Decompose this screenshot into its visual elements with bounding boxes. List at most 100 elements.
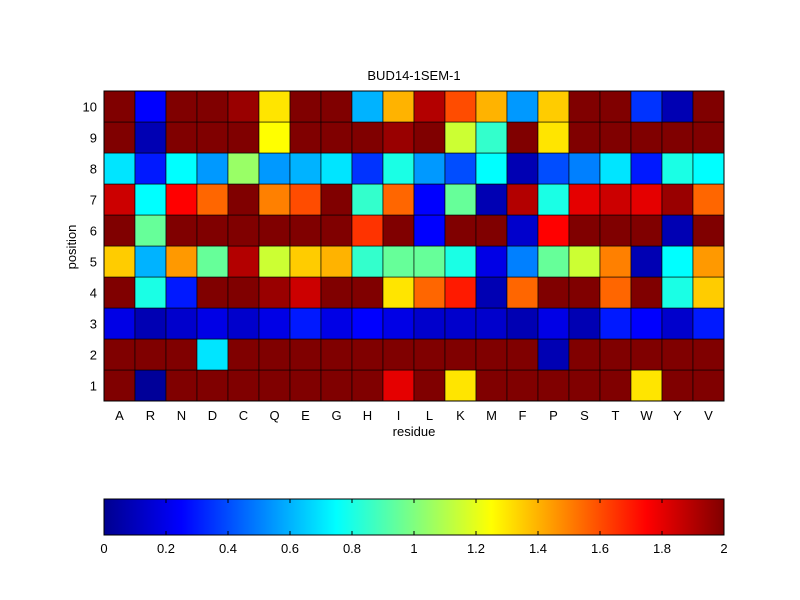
heatmap-cell-N-3 (165, 307, 198, 340)
heatmap-cell-Q-3 (258, 307, 291, 340)
heatmap-cell-E-6 (289, 214, 322, 247)
heatmap-cell-H-10 (351, 90, 384, 123)
heatmap-cell-Y-10 (661, 90, 694, 123)
heatmap-cell-P-4 (537, 276, 570, 309)
heatmap-cell-Y-8 (661, 152, 694, 185)
heatmap-cell-V-3 (692, 307, 725, 340)
heatmap-cell-A-7 (103, 183, 136, 216)
heatmap-cell-S-7 (568, 183, 601, 216)
heatmap-cell-L-7 (413, 183, 446, 216)
heatmap-cell-M-9 (475, 121, 508, 154)
heatmap-cell-K-5 (444, 245, 477, 278)
y-tick-label: 5 (90, 255, 97, 270)
heatmap-cell-I-8 (382, 152, 415, 185)
heatmap-cell-G-2 (320, 338, 353, 371)
colorbar-tick-label: 1.6 (591, 541, 609, 556)
heatmap-cell-Q-7 (258, 183, 291, 216)
x-tick-label: V (704, 408, 713, 423)
heatmap-cell-N-2 (165, 338, 198, 371)
heatmap-cell-F-5 (506, 245, 539, 278)
heatmap-cell-Y-7 (661, 183, 694, 216)
heatmap-cell-R-8 (134, 152, 167, 185)
heatmap-cell-R-5 (134, 245, 167, 278)
heatmap-cell-N-4 (165, 276, 198, 309)
heatmap-cell-N-8 (165, 152, 198, 185)
heatmap-cell-S-9 (568, 121, 601, 154)
heatmap-cell-E-2 (289, 338, 322, 371)
x-tick-label: N (177, 408, 186, 423)
heatmap-cell-D-2 (196, 338, 229, 371)
heatmap-cell-Q-6 (258, 214, 291, 247)
colorbar-tick-label: 1 (410, 541, 417, 556)
colorbar-tick-labels: 0 0.2 0.4 0.6 0.8 1 1.2 1.4 1.6 1.8 2 (100, 499, 728, 556)
heatmap-cell-F-10 (506, 90, 539, 123)
colorbar-tick-label: 1.8 (653, 541, 671, 556)
heatmap-cell-E-1 (289, 369, 322, 402)
heatmap-cell-F-4 (506, 276, 539, 309)
heatmap-cell-T-4 (599, 276, 632, 309)
heatmap-cell-F-6 (506, 214, 539, 247)
heatmap-cell-G-1 (320, 369, 353, 402)
heatmap-cell-P-10 (537, 90, 570, 123)
heatmap-cell-S-6 (568, 214, 601, 247)
heatmap-cell-S-8 (568, 152, 601, 185)
heatmap-cell-T-8 (599, 152, 632, 185)
x-tick-label: S (580, 408, 589, 423)
colorbar-tick-label: 1.2 (467, 541, 485, 556)
heatmap-cell-P-3 (537, 307, 570, 340)
heatmap-cell-N-9 (165, 121, 198, 154)
heatmap-cell-M-3 (475, 307, 508, 340)
heatmap-cell-I-6 (382, 214, 415, 247)
heatmap-cells (103, 90, 725, 402)
heatmap-cell-V-6 (692, 214, 725, 247)
x-tick-label: Q (269, 408, 279, 423)
heatmap-cell-G-8 (320, 152, 353, 185)
heatmap-cell-C-1 (227, 369, 260, 402)
x-tick-label: K (456, 408, 465, 423)
x-tick-label: E (301, 408, 310, 423)
heatmap-cell-P-5 (537, 245, 570, 278)
heatmap-cell-Q-8 (258, 152, 291, 185)
y-tick-label: 10 (83, 100, 97, 115)
heatmap-cell-V-1 (692, 369, 725, 402)
heatmap-cell-Q-5 (258, 245, 291, 278)
heatmap-cell-N-7 (165, 183, 198, 216)
heatmap-cell-Q-10 (258, 90, 291, 123)
heatmap-cell-C-3 (227, 307, 260, 340)
heatmap-cell-N-10 (165, 90, 198, 123)
heatmap-cell-L-10 (413, 90, 446, 123)
y-tick-label: 8 (90, 162, 97, 177)
heatmap-cell-I-5 (382, 245, 415, 278)
y-tick-label: 2 (90, 348, 97, 363)
heatmap-cell-S-10 (568, 90, 601, 123)
heatmap-cell-Q-2 (258, 338, 291, 371)
heatmap-cell-L-6 (413, 214, 446, 247)
heatmap-cell-M-6 (475, 214, 508, 247)
heatmap-cell-T-10 (599, 90, 632, 123)
heatmap-cell-W-5 (630, 245, 663, 278)
heatmap-cell-H-1 (351, 369, 384, 402)
heatmap-cell-I-10 (382, 90, 415, 123)
heatmap-cell-Y-4 (661, 276, 694, 309)
heatmap-cell-K-4 (444, 276, 477, 309)
x-tick-label: L (426, 408, 433, 423)
heatmap-cell-A-10 (103, 90, 136, 123)
heatmap-cell-H-7 (351, 183, 384, 216)
colorbar-tick-label: 2 (720, 541, 727, 556)
x-tick-label: Y (673, 408, 682, 423)
heatmap-cell-P-2 (537, 338, 570, 371)
heatmap-cell-L-8 (413, 152, 446, 185)
heatmap-cell-C-8 (227, 152, 260, 185)
heatmap-cell-E-3 (289, 307, 322, 340)
heatmap-cell-P-8 (537, 152, 570, 185)
heatmap-cell-T-1 (599, 369, 632, 402)
heatmap-cell-A-8 (103, 152, 136, 185)
heatmap-cell-G-3 (320, 307, 353, 340)
x-tick-label: H (363, 408, 372, 423)
y-tick-label: 7 (90, 193, 97, 208)
heatmap-cell-V-8 (692, 152, 725, 185)
heatmap-cell-G-4 (320, 276, 353, 309)
y-tick-labels: 1 2 3 4 5 6 7 8 9 10 (83, 100, 97, 394)
heatmap-cell-C-6 (227, 214, 260, 247)
